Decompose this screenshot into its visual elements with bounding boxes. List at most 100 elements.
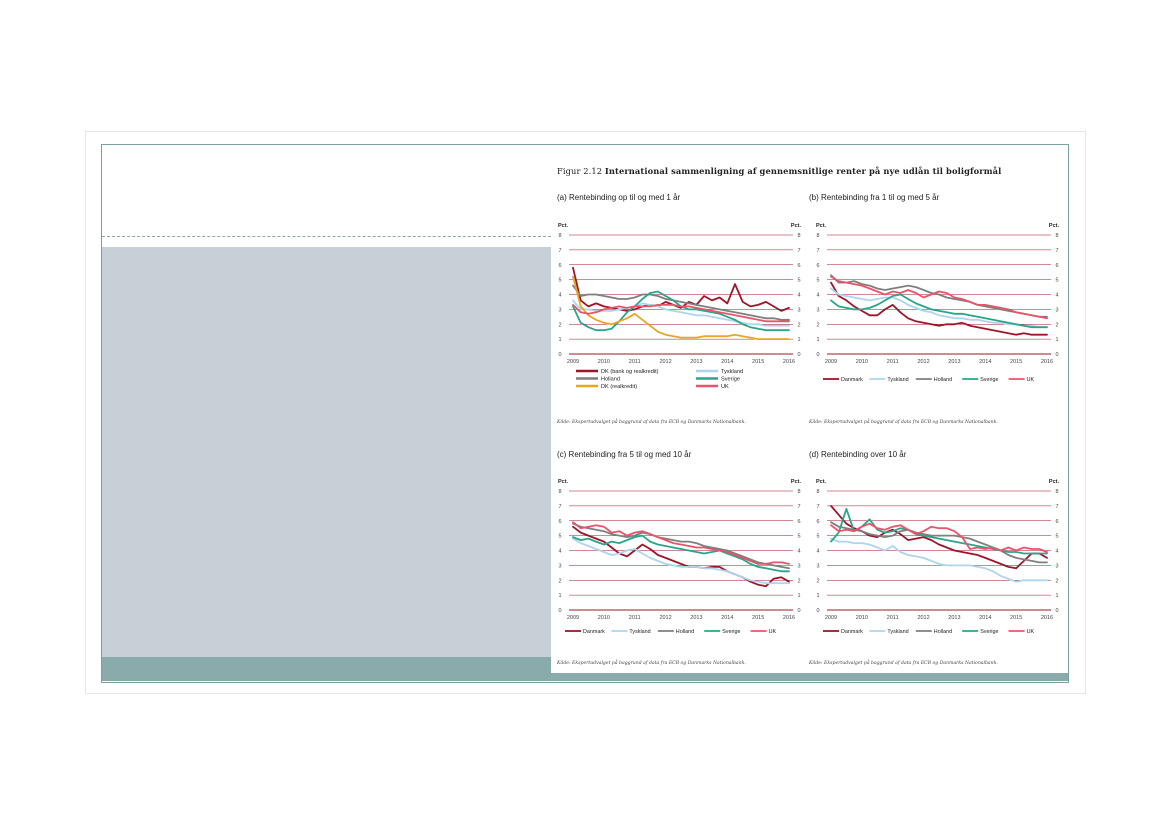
y-tick-label-left: 2 bbox=[558, 322, 561, 328]
y-tick-label-right: 2 bbox=[797, 322, 800, 328]
x-tick-label: 2011 bbox=[887, 359, 899, 365]
x-tick-label: 2009 bbox=[567, 615, 579, 621]
y-tick-label-right: 2 bbox=[1055, 322, 1058, 328]
y-tick-label-left: 6 bbox=[558, 263, 561, 269]
series-line-se bbox=[830, 293, 1048, 329]
series-line-de bbox=[830, 537, 1048, 583]
y-tick-label-right: 5 bbox=[1055, 534, 1058, 540]
slide: Figur 2.12 International sammenligning a… bbox=[101, 144, 1069, 683]
series-line-nl bbox=[572, 284, 790, 321]
y-tick-label-left: 0 bbox=[558, 352, 561, 358]
legend-label-dkr: DK (realkredit) bbox=[601, 384, 637, 390]
panel-d-source: Kilde: Ekspertudvalget på baggrund af da… bbox=[809, 661, 998, 666]
x-tick-label: 2011 bbox=[629, 359, 641, 365]
legend-label-de: Tyskland bbox=[887, 629, 908, 635]
legend-label-de: Tyskland bbox=[629, 629, 650, 635]
series-line-dk bbox=[572, 266, 790, 312]
y-tick-label-right: 3 bbox=[1055, 307, 1058, 313]
series-line-dkr bbox=[572, 275, 790, 340]
y-unit-label-left: Pct. bbox=[816, 223, 827, 229]
y-tick-label-right: 5 bbox=[797, 534, 800, 540]
series-line-dk bbox=[830, 505, 1048, 570]
y-tick-label-left: 7 bbox=[816, 248, 819, 254]
legend-label-dk: Danmark bbox=[841, 629, 863, 635]
gray-panel bbox=[102, 247, 551, 657]
x-tick-label: 2016 bbox=[1041, 615, 1053, 621]
x-tick-label: 2016 bbox=[1041, 359, 1053, 365]
panel-a-source: Kilde: Ekspertudvalget på baggrund af da… bbox=[557, 420, 746, 425]
y-tick-label-left: 2 bbox=[558, 578, 561, 584]
y-unit-label-right: Pct. bbox=[1049, 223, 1060, 229]
legend-label-uk: UK bbox=[769, 629, 777, 635]
y-tick-label-left: 0 bbox=[558, 608, 561, 614]
y-tick-label-left: 7 bbox=[558, 248, 561, 254]
y-tick-label-right: 4 bbox=[1055, 293, 1058, 299]
x-tick-label: 2013 bbox=[948, 359, 960, 365]
legend-label-uk: UK bbox=[1027, 377, 1035, 383]
y-tick-label-left: 3 bbox=[816, 563, 819, 569]
y-tick-label-left: 4 bbox=[816, 549, 819, 555]
x-tick-label: 2015 bbox=[752, 359, 764, 365]
y-tick-label-left: 3 bbox=[816, 307, 819, 313]
legend-label-nl: Holland bbox=[601, 377, 620, 383]
series-line-uk bbox=[830, 275, 1048, 320]
y-tick-label-right: 0 bbox=[797, 608, 800, 614]
y-tick-label-left: 4 bbox=[558, 549, 561, 555]
series-line-uk bbox=[572, 304, 790, 323]
x-tick-label: 2016 bbox=[783, 359, 795, 365]
x-tick-label: 2011 bbox=[629, 615, 641, 621]
legend-label-se: Sverige bbox=[721, 377, 740, 383]
figure-title-text: International sammenligning af gennemsni… bbox=[604, 166, 1002, 176]
y-tick-label-right: 4 bbox=[797, 293, 800, 299]
legend-label-de: Tyskland bbox=[721, 369, 743, 375]
x-tick-label: 2014 bbox=[979, 615, 991, 621]
y-tick-label-right: 7 bbox=[1055, 248, 1058, 254]
y-tick-label-right: 8 bbox=[797, 489, 800, 495]
y-tick-label-left: 4 bbox=[558, 293, 561, 299]
series-line-dk bbox=[572, 525, 790, 588]
legend-label-de: Tyskland bbox=[887, 377, 908, 383]
y-tick-label-left: 0 bbox=[816, 608, 819, 614]
series-line-nl bbox=[572, 522, 790, 570]
panel-c-chart: Pct. Pct. 0 0 1 1 2 2 3 3 4 4 5 5 6 6 7 7 8 8 2009 2010 2011 20… bbox=[558, 479, 801, 635]
panel-a-subtitle: (a) Rentebinding op til og med 1 år bbox=[557, 193, 681, 202]
figure: Figur 2.12 International sammenligning a… bbox=[551, 145, 1068, 673]
x-tick-label: 2013 bbox=[690, 615, 702, 621]
series-line-nl bbox=[830, 521, 1048, 564]
legend-label-nl: Holland bbox=[934, 377, 952, 383]
y-tick-label-left: 8 bbox=[558, 489, 561, 495]
panel-c-subtitle: (c) Rentebinding fra 5 til og med 10 år bbox=[557, 450, 692, 459]
y-tick-label-left: 5 bbox=[558, 278, 561, 284]
y-tick-label-right: 6 bbox=[1055, 519, 1058, 525]
x-tick-label: 2010 bbox=[598, 359, 610, 365]
series-line-dk bbox=[830, 281, 1048, 336]
series-line-nl bbox=[830, 274, 1048, 318]
x-tick-label: 2009 bbox=[567, 359, 579, 365]
series-line-uk bbox=[572, 521, 790, 565]
y-tick-label-left: 2 bbox=[816, 322, 819, 328]
y-tick-label-left: 5 bbox=[558, 534, 561, 540]
x-tick-label: 2012 bbox=[659, 615, 671, 621]
series-line-de bbox=[572, 299, 790, 327]
y-unit-label-right: Pct. bbox=[1049, 479, 1060, 485]
y-tick-label-right: 7 bbox=[797, 504, 800, 510]
y-tick-label-left: 4 bbox=[816, 293, 819, 299]
y-tick-label-left: 8 bbox=[816, 489, 819, 495]
y-tick-label-right: 7 bbox=[1055, 504, 1058, 510]
y-tick-label-right: 8 bbox=[1055, 489, 1058, 495]
y-tick-label-left: 1 bbox=[816, 337, 819, 343]
x-tick-label: 2015 bbox=[752, 615, 764, 621]
x-tick-label: 2015 bbox=[1010, 615, 1022, 621]
x-tick-label: 2010 bbox=[856, 359, 868, 365]
x-tick-label: 2012 bbox=[917, 359, 929, 365]
x-tick-label: 2009 bbox=[825, 359, 837, 365]
y-tick-label-left: 8 bbox=[816, 233, 819, 239]
y-tick-label-right: 1 bbox=[797, 337, 800, 343]
panel-b-chart: Pct. Pct. 0 0 1 1 2 2 3 3 4 4 5 5 6 6 7 7 8 8 2009 2010 2011 20… bbox=[816, 223, 1060, 383]
y-tick-label-left: 6 bbox=[558, 519, 561, 525]
y-unit-label-right: Pct. bbox=[791, 223, 802, 229]
y-tick-label-left: 5 bbox=[816, 534, 819, 540]
y-tick-label-right: 3 bbox=[797, 563, 800, 569]
figure-title-prefix: Figur 2.12 bbox=[557, 166, 603, 176]
y-tick-label-right: 5 bbox=[797, 278, 800, 284]
